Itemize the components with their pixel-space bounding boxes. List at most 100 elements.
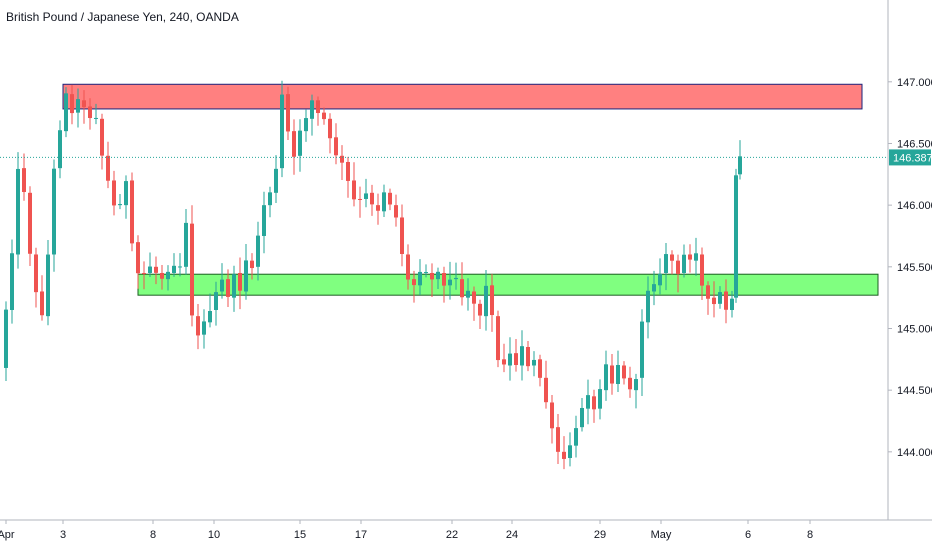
candle-up (46, 255, 50, 317)
time-tick-label: 15 (294, 529, 306, 541)
time-tick-label: 8 (807, 529, 813, 541)
price-tick-label: 147.000 (897, 77, 932, 89)
candle-up (184, 223, 188, 267)
candle-up (418, 272, 422, 285)
candle-down (238, 273, 242, 291)
candle-down (526, 347, 530, 366)
candle-down (412, 279, 416, 285)
candle-up (52, 169, 56, 255)
candle-up (604, 364, 608, 390)
candle-down (136, 242, 140, 273)
candle-up (634, 379, 638, 390)
price-tick-label: 145.500 (897, 262, 932, 274)
candle-down (406, 254, 410, 279)
candle-down (430, 273, 434, 279)
price-tick-label: 144.000 (897, 447, 932, 459)
candle-down (700, 254, 704, 285)
candle-up (268, 192, 272, 205)
candle-down (544, 378, 548, 402)
candle-up (382, 192, 386, 211)
candle-up (424, 272, 428, 273)
candle-up (586, 395, 590, 409)
candle-down (670, 254, 674, 260)
candle-up (436, 272, 440, 279)
candle-up (640, 322, 644, 378)
candle-down (622, 365, 626, 378)
candle-up (454, 278, 458, 279)
candle-up (616, 365, 620, 384)
candle-down (70, 94, 74, 113)
candle-down (28, 193, 32, 254)
candle-up (220, 280, 224, 292)
candle-up (166, 272, 170, 279)
candle-down (82, 100, 86, 107)
candle-up (4, 310, 8, 368)
candle-up (256, 236, 260, 267)
candle-up (262, 205, 266, 236)
candle-up (148, 267, 152, 273)
price-tick-label: 145.000 (897, 323, 932, 335)
candle-down (352, 180, 356, 199)
time-tick-label: 29 (594, 529, 606, 541)
candle-down (100, 119, 104, 156)
candle-down (292, 131, 296, 157)
candle-down (628, 378, 632, 389)
candle-up (574, 428, 578, 446)
candle-down (394, 205, 398, 217)
candle-down (322, 113, 326, 119)
candle-down (688, 254, 692, 259)
candle-down (490, 285, 494, 315)
candle-up (484, 286, 488, 316)
candle-up (310, 100, 314, 118)
time-tick-label: 6 (745, 529, 751, 541)
candle-down (460, 279, 464, 297)
candle-up (76, 99, 80, 113)
candle-up (202, 321, 206, 334)
candle-up (10, 253, 14, 310)
candle-down (106, 156, 110, 181)
candle-down (22, 168, 26, 192)
candle-down (724, 291, 728, 309)
candle-up (580, 408, 584, 427)
time-tick-label: Apr (0, 529, 15, 541)
candle-down (370, 193, 374, 205)
candle-up (274, 169, 278, 193)
candle-down (226, 279, 230, 297)
candle-down (88, 106, 92, 118)
time-tick-label: May (651, 529, 672, 541)
candle-up (738, 156, 742, 174)
candle-up (64, 93, 68, 131)
candle-up (94, 118, 98, 119)
candle-down (190, 224, 194, 316)
candle-up (652, 284, 656, 291)
candle-up (232, 274, 236, 297)
candle-down (346, 162, 350, 181)
candle-up (734, 175, 738, 297)
candle-down (40, 291, 44, 315)
candle-up (58, 130, 62, 168)
candle-down (592, 396, 596, 409)
candle-up (664, 254, 668, 273)
candle-down (502, 359, 506, 364)
candle-up (658, 274, 662, 285)
candle-down (154, 267, 158, 273)
candle-down (610, 365, 614, 383)
candle-down (478, 304, 482, 316)
candle-up (118, 204, 122, 205)
candle-up (364, 193, 368, 199)
time-tick-label: 3 (60, 529, 66, 541)
candle-up (208, 311, 212, 322)
candle-up (532, 360, 536, 366)
candle-up (568, 445, 572, 458)
candle-down (334, 137, 338, 155)
candle-up (298, 131, 302, 156)
last-price-label: 146.387 (893, 152, 932, 164)
candle-down (400, 217, 404, 254)
candle-down (712, 298, 716, 304)
candle-up (730, 299, 734, 310)
candle-up (520, 346, 524, 365)
candle-up (124, 181, 128, 205)
time-tick-label: 22 (446, 529, 458, 541)
candle-up (448, 280, 452, 286)
